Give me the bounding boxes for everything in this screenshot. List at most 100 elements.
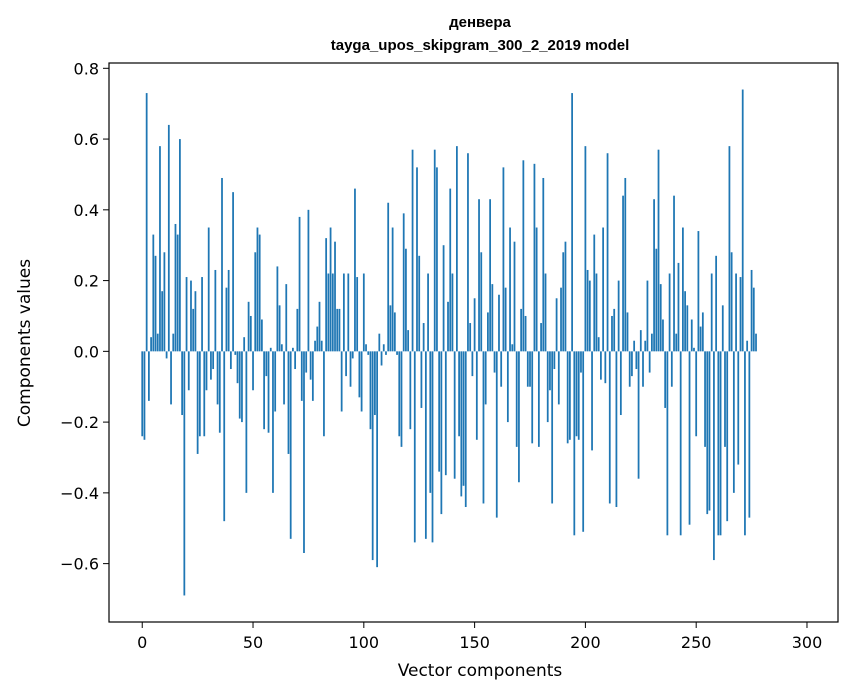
plot-frame xyxy=(108,62,839,623)
bar-97 xyxy=(356,277,359,352)
bar-228 xyxy=(646,280,649,352)
bar-257 xyxy=(710,273,713,352)
x-tick-label: 300 xyxy=(792,633,823,652)
chart-subtitle: tayga_upos_skipgram_300_2_2019 model xyxy=(331,37,630,54)
bar-137 xyxy=(444,351,447,476)
bar-169 xyxy=(515,351,518,447)
x-axis-ticks: 0 50 100 150 200 250 300 xyxy=(137,622,822,652)
bar-261 xyxy=(719,351,722,536)
bar-155 xyxy=(484,351,487,405)
bar-129 xyxy=(427,273,429,352)
bar-39 xyxy=(227,269,230,352)
bar-172 xyxy=(522,160,525,352)
x-tick-label: 250 xyxy=(681,633,712,652)
bar-142 xyxy=(456,146,458,352)
bar-117 xyxy=(400,351,403,447)
bar-50 xyxy=(252,351,254,391)
y-tick-label: 0.2 xyxy=(74,272,99,291)
bar-160 xyxy=(495,351,498,518)
bar-95 xyxy=(351,351,354,359)
bar-269 xyxy=(737,351,740,465)
bar-273 xyxy=(746,340,749,352)
bar-154 xyxy=(482,351,485,504)
bar-11 xyxy=(165,351,168,359)
bar-99 xyxy=(360,351,363,412)
bar-35 xyxy=(218,351,221,433)
bar-67 xyxy=(289,351,292,539)
bar-185 xyxy=(551,351,554,504)
bar-16 xyxy=(176,234,179,352)
bar-44 xyxy=(238,351,241,419)
bar-246 xyxy=(686,305,689,352)
bar-21 xyxy=(187,351,190,391)
bar-174 xyxy=(526,351,529,387)
bar-65 xyxy=(285,284,288,352)
bar-179 xyxy=(537,351,540,447)
bar-196 xyxy=(575,351,578,437)
bar-4 xyxy=(150,337,152,352)
bar-139 xyxy=(449,188,452,352)
bar-3 xyxy=(148,351,150,401)
bar-212 xyxy=(611,315,613,352)
bar-260 xyxy=(717,351,720,536)
bar-206 xyxy=(597,337,600,352)
bar-128 xyxy=(424,351,427,539)
bar-272 xyxy=(744,351,746,536)
bar-240 xyxy=(673,195,675,352)
bar-158 xyxy=(491,284,494,352)
bar-231 xyxy=(653,199,655,352)
bar-17 xyxy=(179,139,181,352)
bar-45 xyxy=(241,351,243,423)
bar-165 xyxy=(506,351,509,423)
bar-143 xyxy=(458,351,460,437)
bar-268 xyxy=(735,273,737,352)
bar-2 xyxy=(145,93,148,352)
bar-203 xyxy=(591,351,593,451)
bar-32 xyxy=(212,351,215,370)
bar-42 xyxy=(234,351,237,355)
bar-146 xyxy=(464,351,467,508)
bar-248 xyxy=(690,319,693,352)
bar-237 xyxy=(666,351,669,536)
bar-134 xyxy=(438,351,441,472)
bar-87 xyxy=(334,241,336,352)
bar-51 xyxy=(254,252,257,352)
bar-247 xyxy=(688,351,691,525)
bar-101 xyxy=(365,344,367,352)
bar-222 xyxy=(633,340,636,352)
bar-41 xyxy=(232,192,234,352)
y-axis-label: Components values xyxy=(15,259,35,427)
bar-91 xyxy=(342,273,345,352)
bar-127 xyxy=(422,323,425,352)
bar-106 xyxy=(376,351,378,568)
bar-23 xyxy=(192,308,195,352)
bar-13 xyxy=(170,351,172,405)
bar-118 xyxy=(402,213,405,352)
bar-0 xyxy=(141,351,144,437)
bar-71 xyxy=(298,216,301,352)
bar-25 xyxy=(196,351,199,454)
bar-207 xyxy=(600,351,602,380)
bar-202 xyxy=(588,280,591,352)
bar-112 xyxy=(389,305,392,352)
bar-111 xyxy=(387,202,390,352)
bar-30 xyxy=(207,227,210,352)
bar-156 xyxy=(487,312,489,352)
bar-215 xyxy=(617,280,620,352)
bar-253 xyxy=(701,312,704,352)
x-tick-label: 150 xyxy=(459,633,490,652)
bar-55 xyxy=(263,351,265,430)
bar-189 xyxy=(560,287,562,352)
bar-98 xyxy=(358,351,361,398)
bar-27 xyxy=(201,277,203,352)
bar-153 xyxy=(480,252,483,352)
bar-77 xyxy=(311,351,314,401)
bar-100 xyxy=(362,273,365,352)
bar-201 xyxy=(586,269,589,352)
bar-56 xyxy=(265,351,268,377)
bar-274 xyxy=(748,351,751,518)
bar-62 xyxy=(278,305,281,352)
bar-191 xyxy=(564,241,567,352)
bar-255 xyxy=(706,351,709,515)
